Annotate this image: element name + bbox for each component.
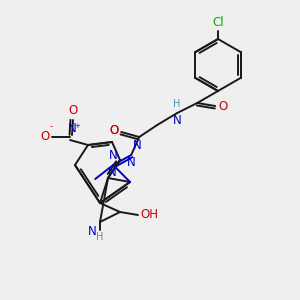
Text: O: O	[109, 124, 118, 136]
Text: O: O	[109, 124, 118, 136]
Text: O: O	[218, 100, 227, 112]
Text: H: H	[96, 232, 104, 242]
Text: N: N	[88, 225, 97, 238]
Text: N: N	[173, 114, 182, 127]
Text: -: -	[50, 122, 52, 131]
Text: +: +	[74, 123, 80, 129]
Text: H: H	[172, 99, 180, 109]
Text: OH: OH	[140, 208, 158, 221]
Text: N: N	[127, 156, 136, 169]
Text: O: O	[41, 130, 50, 143]
Text: Cl: Cl	[212, 16, 224, 29]
Text: N: N	[108, 166, 117, 179]
Text: N: N	[133, 139, 142, 152]
Text: N: N	[68, 122, 76, 135]
Text: N: N	[109, 149, 118, 162]
Text: O: O	[68, 104, 78, 117]
